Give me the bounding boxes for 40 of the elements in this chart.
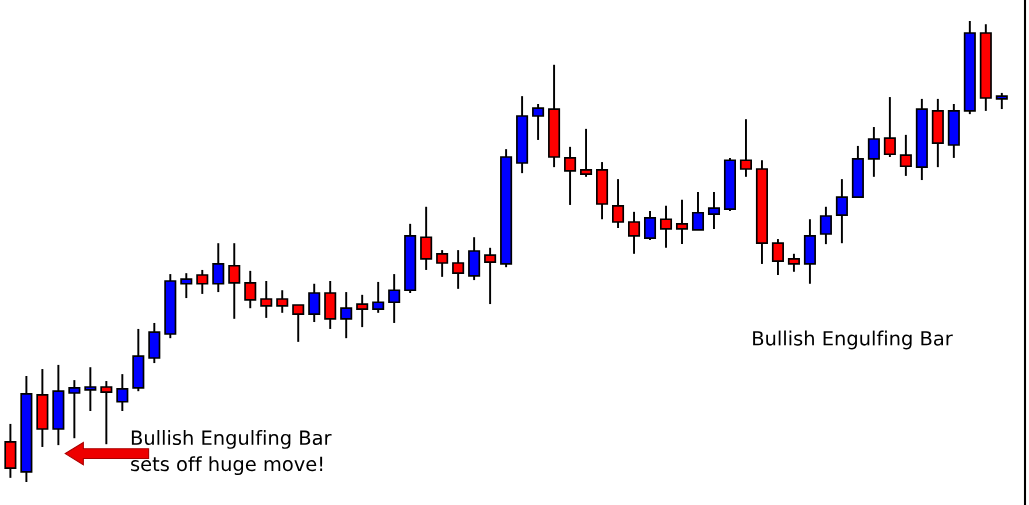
candlestick — [580, 127, 593, 178]
candlestick — [84, 366, 97, 412]
candlestick — [228, 242, 241, 320]
candlestick — [100, 380, 113, 446]
candlestick — [68, 379, 81, 440]
candlestick — [564, 145, 577, 206]
candlestick — [212, 242, 225, 294]
candlestick — [260, 280, 273, 319]
candlestick — [739, 118, 752, 178]
candlestick — [180, 272, 193, 300]
candlestick — [436, 249, 449, 278]
candlestick — [867, 126, 880, 178]
candlestick — [276, 289, 289, 314]
candlestick — [452, 249, 465, 290]
candlestick — [196, 268, 209, 295]
candlestick — [899, 133, 912, 177]
candlestick — [356, 293, 369, 329]
candlestick — [612, 178, 625, 229]
candlestick — [388, 273, 401, 324]
candlestick — [244, 269, 257, 310]
candlestick — [643, 209, 657, 241]
candlestick — [340, 291, 353, 340]
candlestick — [691, 191, 705, 231]
candlestick — [883, 96, 896, 158]
candlestick — [659, 204, 673, 249]
candlestick — [292, 304, 305, 343]
candlestick — [484, 246, 497, 306]
candlestick — [707, 191, 721, 230]
candlestick — [420, 205, 433, 271]
annotation: Bullish Engulfing Bar sets off huge move! — [131, 430, 332, 476]
candlestick — [116, 373, 129, 412]
candlestick — [835, 178, 848, 245]
candlestick — [372, 280, 385, 314]
annotation: Bullish Engulfing Bar — [753, 330, 953, 350]
candlestick — [627, 210, 641, 255]
candlestick — [675, 198, 689, 246]
candlestick — [819, 205, 832, 246]
candlestick — [771, 238, 784, 276]
candlestick — [308, 282, 321, 323]
candlestick — [532, 103, 545, 141]
